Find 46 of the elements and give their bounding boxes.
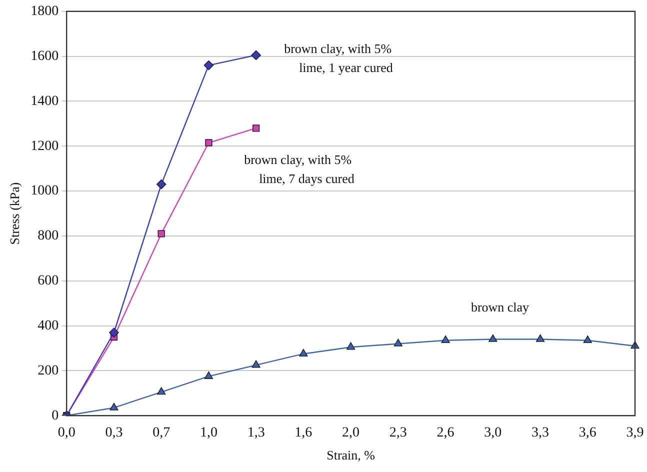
y-tick-label: 400 (38, 318, 59, 334)
series-label: brown clay (470, 299, 530, 314)
y-tick-label: 1600 (30, 48, 59, 64)
y-tick-label: 600 (38, 274, 59, 289)
point (583, 335, 592, 344)
point (251, 50, 261, 60)
y-tick-label: 0 (52, 408, 59, 424)
point (394, 338, 402, 346)
x-tick-label: 2,0 (342, 426, 360, 441)
x-tick-label: 2,3 (389, 426, 407, 441)
x-tick-label: 3,6 (578, 426, 596, 441)
x-axis-title: Strain, % (326, 448, 376, 463)
point (157, 387, 166, 395)
point (299, 348, 308, 356)
point (156, 179, 166, 190)
point (346, 342, 356, 350)
y-tick-label: 1400 (30, 94, 59, 109)
point (252, 124, 260, 132)
x-tick-label: 3,9 (626, 426, 644, 441)
x-tick-label: 3,0 (484, 426, 502, 441)
x-tick-label: 3,3 (532, 426, 550, 441)
x-tick-label: 1,3 (247, 426, 265, 441)
y-tick-label: 800 (38, 228, 59, 244)
y-axis-title: Stress (kPa) (7, 182, 22, 245)
x-tick-label: 0,7 (152, 426, 170, 441)
point (536, 334, 545, 342)
series-label: brown clay, with 5% lime, 7 days cured (244, 152, 355, 186)
point (204, 371, 213, 379)
point (441, 335, 450, 344)
y-tick-label: 1800 (30, 4, 59, 20)
point (252, 360, 260, 368)
x-tick-label: 2,6 (436, 426, 454, 441)
point (205, 139, 212, 146)
point (204, 60, 214, 70)
point (110, 402, 118, 410)
point (158, 230, 165, 238)
series-label: brown clay, with 5% lime, 1 year cured (284, 41, 394, 76)
y-tick-label: 1200 (30, 138, 59, 154)
y-tick-label: 1000 (30, 184, 59, 199)
point (109, 328, 119, 338)
x-tick-label: 0,3 (105, 426, 123, 441)
x-tick-label: 0,0 (58, 426, 76, 441)
y-tick-label: 200 (38, 363, 59, 378)
point (488, 334, 498, 342)
x-tick-label: 1,0 (200, 426, 218, 441)
x-tick-label: 1,6 (294, 426, 312, 441)
